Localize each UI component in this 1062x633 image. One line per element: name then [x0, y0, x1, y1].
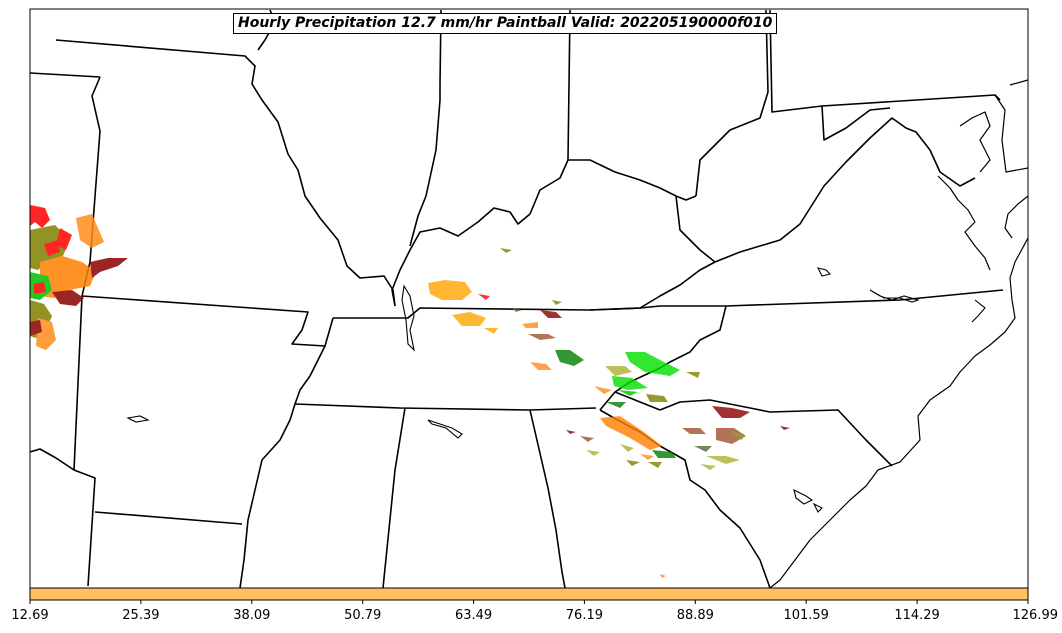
map-background	[30, 9, 1028, 588]
colorbar-tick-label: 38.09	[233, 608, 271, 623]
colorbar-tick-label: 50.79	[344, 608, 382, 623]
lakes	[126, 267, 986, 513]
colorbar-tick-label: 88.89	[676, 608, 714, 623]
coastline	[769, 79, 1028, 588]
colorbar-tick-label: 12.69	[11, 608, 49, 623]
colorbar	[29, 587, 1029, 601]
colorbar-tick-label: 25.39	[122, 608, 160, 623]
colorbar-tick-label: 126.99	[1012, 608, 1059, 623]
map-title: Hourly Precipitation 12.7 mm/hr Paintbal…	[233, 13, 778, 34]
colorbar-ticks	[29, 600, 1029, 604]
precip-paintball-west	[30, 205, 128, 350]
colorbar-tick-label: 63.49	[454, 608, 493, 623]
colorbar-tick-label: 101.59	[783, 608, 829, 623]
colorbar-tick-label: 114.29	[894, 608, 940, 623]
precip-paintball-central	[428, 248, 790, 578]
state-borders	[30, 9, 1004, 588]
colorbar-tick-label: 76.19	[565, 608, 603, 623]
